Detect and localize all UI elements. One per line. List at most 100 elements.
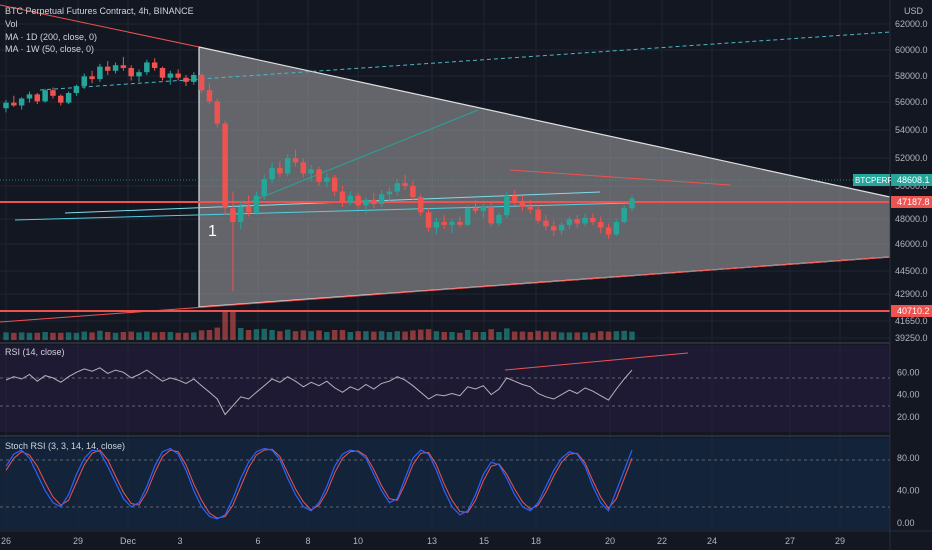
candle-body [206, 90, 213, 102]
teal-rising-line [239, 109, 479, 207]
volume-bar [519, 331, 526, 340]
candle-body [511, 195, 518, 202]
candle-body [97, 66, 103, 80]
price-tick-label: 48000.0 [895, 214, 928, 224]
price-tick-label: 62000.0 [895, 19, 928, 29]
ma2-label: MA · 1W (50, close, 0) [5, 44, 94, 54]
candle-body [433, 222, 440, 228]
volume-bar [394, 331, 400, 340]
volume-bar [316, 330, 322, 340]
stoch-tick-label: 80.00 [897, 453, 920, 463]
volume-bar [613, 331, 620, 340]
price-axis[interactable]: USD 62000.0 60000.0 58000.0 56000.0 54000.0 5… [853, 0, 932, 550]
candle-body [543, 220, 549, 227]
volume-bar [151, 332, 158, 340]
candle-body [488, 206, 494, 224]
volume-bar [144, 331, 150, 340]
volume-bar [175, 332, 181, 340]
candle-body [386, 191, 393, 195]
candle-body [535, 209, 541, 221]
candle-body [339, 191, 346, 203]
candle-body [472, 208, 479, 211]
price-axis-background [890, 0, 932, 550]
ma1-label: MA · 1D (200, close, 0) [5, 32, 97, 42]
price-tick-label: 56000.0 [895, 97, 928, 107]
volume-bar [449, 332, 455, 340]
time-tick-label: 18 [531, 536, 541, 546]
volume-bar [34, 332, 41, 340]
volume-bar [112, 332, 119, 340]
volume-bar [566, 332, 573, 340]
candlestick-series [3, 56, 635, 292]
stoch-d-line [5, 448, 633, 519]
time-tick-label: 29 [835, 536, 845, 546]
price-tick-label: 41650.0 [895, 316, 928, 326]
volume-bar [191, 332, 197, 340]
candle-body [175, 73, 181, 78]
candle-body [128, 68, 134, 77]
time-tick-label: 26 [1, 536, 11, 546]
last-price-badge [891, 174, 932, 186]
volume-bar [136, 332, 142, 340]
stoch-ticks: 80.00 40.00 0.00 [897, 453, 920, 528]
price-tick-label: 44500.0 [895, 266, 928, 276]
stoch-k-line [5, 447, 633, 520]
volume-bar [308, 331, 314, 340]
upper-trendline [0, 4, 200, 48]
low-line-badge [891, 305, 932, 317]
low-line-price-label: 40710.2 [897, 306, 930, 316]
candle-body [504, 195, 510, 216]
candle-body [136, 72, 142, 77]
candle-body [167, 73, 174, 78]
volume-bar [120, 332, 127, 340]
rsi-divergence-line [504, 352, 689, 371]
candle-body [457, 222, 463, 225]
candle-body [597, 222, 604, 228]
grid-lines [0, 0, 890, 530]
volume-bar [253, 329, 260, 340]
candle-body [355, 195, 361, 206]
volume-bar [535, 330, 541, 340]
candle-body [42, 90, 48, 102]
volume-bar [551, 331, 557, 340]
time-tick-label: 10 [353, 536, 363, 546]
candle-body [81, 76, 87, 87]
volume-bar [3, 332, 9, 340]
price-tick-label: 60000.0 [895, 45, 928, 55]
volume-bar [42, 332, 48, 340]
volume-bar [378, 331, 385, 340]
candle-body [480, 206, 487, 211]
time-axis[interactable]: 26 29 Dec 3 6 8 10 13 15 18 20 22 24 27 29 [0, 530, 932, 546]
triangle-pattern [0, 4, 891, 323]
cyan-support-curve [14, 202, 631, 221]
candle-body [496, 215, 502, 224]
red-resistance-line [509, 169, 731, 186]
price-tick-label: 54000.0 [895, 125, 928, 135]
volume-bar [472, 332, 479, 340]
volume-bar [324, 332, 330, 340]
candle-body [425, 212, 432, 228]
time-tick-label: 29 [73, 536, 83, 546]
candle-body [441, 222, 447, 225]
volume-bar [597, 331, 604, 340]
volume-bar [198, 330, 205, 340]
candle-body [613, 222, 620, 235]
volume-bar [574, 332, 580, 340]
rsi-line [5, 367, 633, 416]
volume-bar [206, 330, 213, 340]
candle-body [58, 95, 64, 103]
volume-bar [605, 331, 612, 340]
candle-body [18, 98, 25, 106]
time-tick-label: Dec [120, 536, 137, 546]
time-tick-label: 3 [177, 536, 182, 546]
currency-label: USD [904, 6, 924, 16]
volume-bar [410, 330, 416, 340]
candle-body [558, 224, 565, 231]
volume-bar [582, 332, 588, 340]
price-tick-label: 58000.0 [895, 71, 928, 81]
candle-body [73, 86, 80, 93]
candle-body [89, 76, 95, 80]
volume-bar [480, 332, 487, 340]
stoch-tick-label: 0.00 [897, 518, 915, 528]
